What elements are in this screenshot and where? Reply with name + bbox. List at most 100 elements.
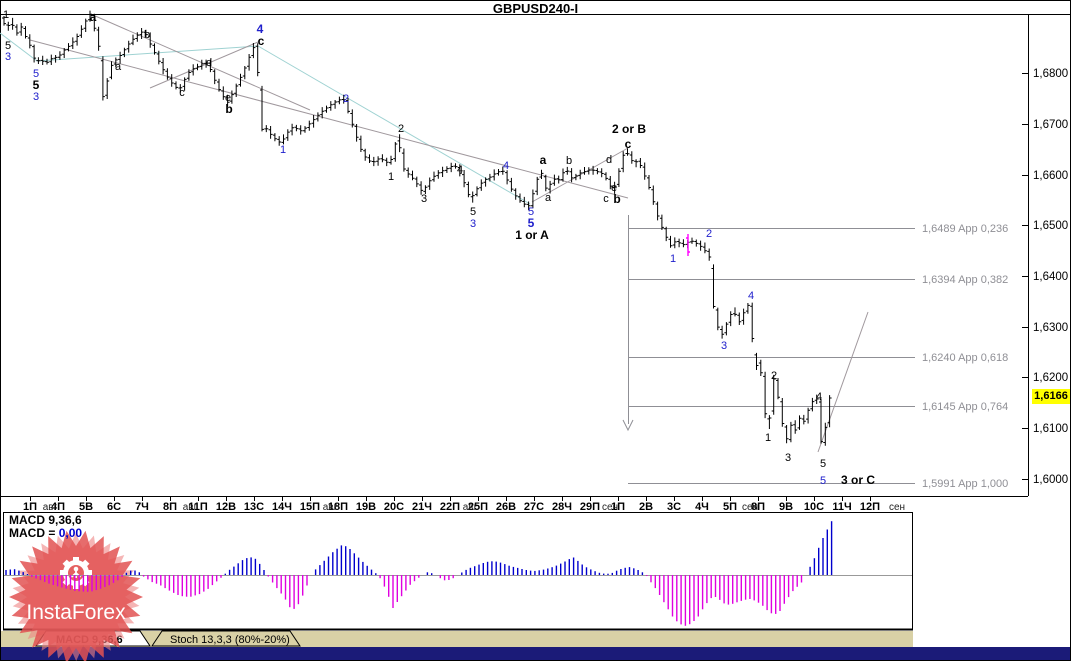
price-bar [118, 51, 123, 64]
price-bar [6, 21, 11, 31]
price-bar [277, 136, 282, 146]
price-bar [113, 57, 118, 68]
price-bar [487, 173, 492, 182]
tab-stoch-label[interactable]: Stoch 13,3,3 (80%-20%) [170, 634, 290, 646]
price-bar [793, 420, 798, 434]
price-bar [634, 159, 639, 168]
price-bar [780, 398, 785, 427]
gray-trend-line [29, 39, 629, 199]
price-bar [272, 133, 277, 142]
price-bar [724, 322, 729, 336]
trend-lines [0, 14, 869, 453]
price-bar [143, 29, 148, 38]
price-bar [819, 398, 823, 444]
price-bar [23, 26, 28, 39]
price-bar [221, 86, 226, 100]
wave-label: b [144, 29, 150, 41]
price-bar [268, 126, 273, 139]
price-tick-label: 1,6100 [1033, 423, 1068, 435]
price-bar [419, 181, 424, 195]
wave-label: 3 [721, 340, 727, 352]
price-bar [311, 115, 316, 128]
macd-value-prefix: MACD = [9, 526, 56, 540]
price-bar [191, 64, 196, 76]
price-bar [814, 394, 819, 404]
price-bar [758, 359, 763, 376]
wave-label: 1 [388, 171, 394, 183]
price-bar [763, 371, 768, 419]
price-bar [745, 303, 750, 314]
wave-label: a [90, 10, 97, 24]
price-bar [195, 63, 200, 71]
time-tick-label: 27С [524, 501, 544, 513]
price-bar [462, 170, 467, 188]
price-bar [371, 156, 376, 167]
wave-label: 2 [398, 123, 404, 135]
price-tick-label: 1,6000 [1033, 474, 1068, 486]
price-bar [518, 193, 522, 203]
price-bar [668, 235, 673, 248]
fib-level-label: 1,6489 App 0,236 [922, 223, 1008, 235]
price-bar [810, 397, 815, 412]
price-bar [156, 50, 161, 65]
price-tick-label: 1,6400 [1033, 271, 1068, 283]
price-bar [53, 55, 58, 63]
price-bar [320, 107, 325, 119]
price-bar [638, 158, 643, 169]
price-bar [40, 55, 45, 65]
gray-trend-line [149, 41, 259, 89]
person-head [73, 566, 79, 572]
right-gutter [913, 496, 1071, 647]
price-bar [728, 311, 733, 327]
wave-label: 5 [5, 40, 11, 52]
time-tick-label: 22П [440, 501, 460, 513]
gear-ring [63, 560, 89, 586]
price-bar [122, 47, 127, 58]
price-bar [199, 59, 204, 70]
time-tick-label: 8П [163, 501, 177, 513]
month-label: авг [323, 502, 338, 513]
wave-label: 5 [528, 206, 534, 218]
wave-label: 3 [5, 51, 11, 63]
price-bar [715, 307, 720, 331]
time-tick-label: 28Ч [552, 501, 572, 513]
time-tick-label: 3С [667, 501, 681, 513]
wave-label: 5 [33, 78, 40, 92]
tab-stoch[interactable] [151, 630, 301, 647]
price-bar [612, 181, 617, 194]
price-bar [238, 73, 243, 87]
price-bar [57, 51, 62, 60]
month-label: сен [889, 502, 905, 513]
price-bar [397, 134, 402, 153]
price-bar [698, 240, 703, 251]
price-bar [225, 94, 230, 107]
price-bar [19, 22, 24, 36]
price-bar [260, 85, 264, 132]
time-tick-label: 11Ч [832, 501, 851, 513]
price-bar [694, 239, 699, 247]
price-bar [599, 168, 604, 178]
price-bar [36, 57, 41, 64]
price-bar [333, 100, 338, 109]
price-bar [427, 177, 432, 190]
fib-level-label: 1,6145 App 0,764 [922, 401, 1008, 413]
price-bar [543, 174, 548, 192]
price-bar [681, 239, 686, 248]
price-bar [470, 191, 475, 203]
price-bar [66, 43, 71, 52]
price-bar [169, 74, 174, 87]
price-bar [135, 32, 140, 42]
price-bar [616, 168, 621, 187]
price-bar [315, 112, 320, 122]
time-tick-label: 11П [188, 501, 208, 513]
price-bar [337, 96, 342, 105]
teal-trend-line [0, 32, 38, 62]
macd-header: MACD 9,36,6 MACD = 0,00 [9, 514, 82, 540]
price-bar [526, 201, 531, 211]
fib-level-label: 1,6394 App 0,382 [922, 274, 1008, 286]
price-bar [303, 126, 307, 133]
wave-label: 3 [785, 452, 791, 464]
price-bar [406, 167, 411, 178]
time-tick-label: 15П [300, 501, 320, 513]
